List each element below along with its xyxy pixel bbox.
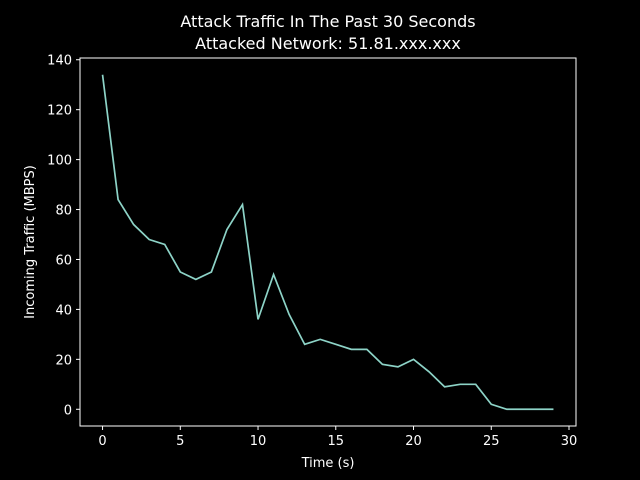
y-axis-label: Incoming Traffic (MBPS) bbox=[23, 165, 38, 319]
x-tick-label: 25 bbox=[483, 434, 500, 449]
x-tick-label: 20 bbox=[405, 434, 422, 449]
y-tick-label: 100 bbox=[47, 154, 72, 169]
x-tick-label: 30 bbox=[561, 434, 578, 449]
y-tick-label: 60 bbox=[55, 253, 72, 268]
chart-subtitle: Attacked Network: 51.81.xxx.xxx bbox=[195, 34, 461, 53]
x-tick-label: 5 bbox=[176, 434, 184, 449]
x-tick-label: 0 bbox=[98, 434, 106, 449]
x-axis-label: Time (s) bbox=[301, 456, 355, 471]
x-tick-label: 10 bbox=[250, 434, 267, 449]
y-tick-label: 20 bbox=[55, 353, 72, 368]
chart-title: Attack Traffic In The Past 30 Seconds bbox=[180, 12, 475, 31]
y-tick-label: 80 bbox=[55, 204, 72, 219]
y-tick-label: 0 bbox=[64, 403, 72, 418]
line-series bbox=[101, 74, 554, 411]
y-tick-label: 140 bbox=[47, 54, 72, 69]
y-tick-label: 40 bbox=[55, 303, 72, 318]
y-tick-label: 120 bbox=[47, 104, 72, 119]
x-tick-label: 15 bbox=[328, 434, 345, 449]
plot-frame bbox=[79, 57, 577, 427]
